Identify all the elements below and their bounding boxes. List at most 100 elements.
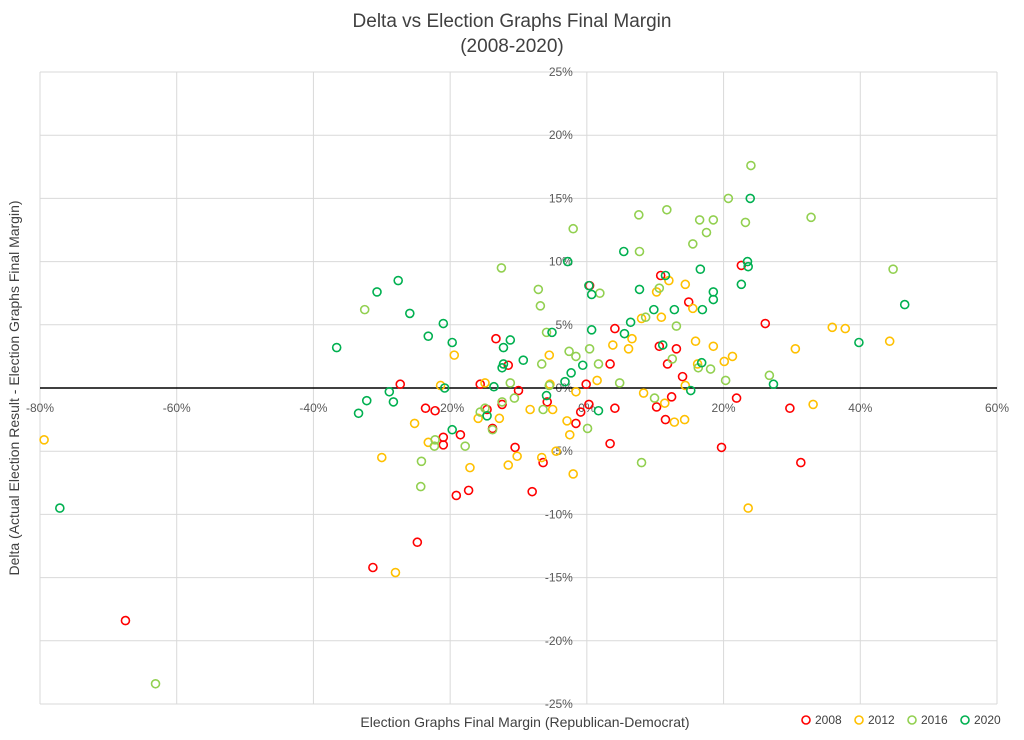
data-point [533,284,544,295]
data-point [627,333,637,344]
data-point [536,452,547,463]
legend: 2008 2012 2016 2020 [801,713,1001,727]
data-point [496,263,507,273]
y-tick-label: -5% [552,444,574,458]
data-point [586,289,597,300]
data-point [636,457,647,468]
data-point [449,350,460,360]
data-point [688,303,698,314]
data-point [415,481,426,492]
data-point [688,239,698,249]
data-point [39,435,49,445]
legend-item-2012: 2012 [854,713,895,727]
data-point [535,301,546,311]
data-point [634,246,645,257]
data-point [662,359,673,369]
data-point [731,393,742,403]
data-point [482,411,492,421]
data-point [544,350,555,360]
data-point [708,294,719,305]
y-tick-label: 10% [549,255,573,269]
data-point [625,317,636,328]
data-point [384,386,395,397]
legend-label: 2016 [921,713,948,727]
series-2020 [55,193,910,513]
data-point [584,280,594,291]
data-point [610,403,620,414]
series-2012 [39,275,895,578]
data-point [746,160,756,171]
legend-marker [960,715,970,725]
data-point [899,299,910,310]
x-tick-label: -40% [299,401,327,415]
legend-label: 2008 [815,713,842,727]
data-point [659,398,670,408]
data-point [547,327,557,338]
y-tick-label: -25% [545,697,573,711]
legend-marker [854,715,864,725]
data-point [509,393,520,403]
data-point [695,264,706,274]
data-point [571,418,581,429]
y-axis-label: Delta (Actual Election Result - Election… [6,200,22,575]
data-point [538,457,548,468]
data-point [513,385,524,396]
data-point [368,562,378,573]
data-point [884,336,895,347]
data-point [586,325,597,335]
data-point [806,212,816,223]
data-point [416,456,427,467]
data-point [510,442,520,453]
data-point [536,359,547,369]
y-tick-label: -10% [545,507,573,521]
data-point [827,322,838,333]
x-axis-label: Election Graphs Final Margin (Republican… [360,714,689,730]
data-point [740,217,751,228]
data-point [692,359,703,369]
data-point [634,284,645,295]
data-point [451,490,462,501]
data-point [405,308,415,319]
data-point [120,615,131,626]
data-point [491,333,501,344]
data-point [560,376,570,387]
data-point [634,210,644,220]
data-point [430,435,440,445]
data-point [359,304,370,315]
x-tick-label: 20% [712,401,736,415]
data-point [708,215,719,225]
data-point [716,442,727,453]
data-point [487,424,498,435]
legend-label: 2012 [868,713,895,727]
legend-marker [801,715,811,725]
data-point [614,378,625,388]
data-point [541,390,552,401]
x-tick-label: 60% [985,401,1009,415]
data-point [660,270,671,281]
data-point [55,503,65,513]
data-point [760,318,771,329]
data-point [669,304,680,315]
data-point [649,393,660,403]
data-point [430,405,440,416]
data-point [480,378,490,388]
data-point [677,371,688,382]
data-point [796,457,806,468]
data-point [638,388,649,398]
x-tick-label: 40% [848,401,872,415]
data-point [562,256,573,267]
data-point [685,385,696,396]
chart-title-line-1: Delta vs Election Graphs Final Margin [353,11,672,32]
data-point [679,414,690,425]
data-point [605,438,615,449]
data-point [720,375,731,386]
data-point [584,399,594,410]
data-point [460,441,470,451]
data-point [527,486,537,497]
data-point [581,379,591,390]
data-point [497,397,507,407]
data-point [150,678,161,689]
data-point [395,379,406,390]
data-point [512,451,522,462]
data-point [423,331,434,341]
